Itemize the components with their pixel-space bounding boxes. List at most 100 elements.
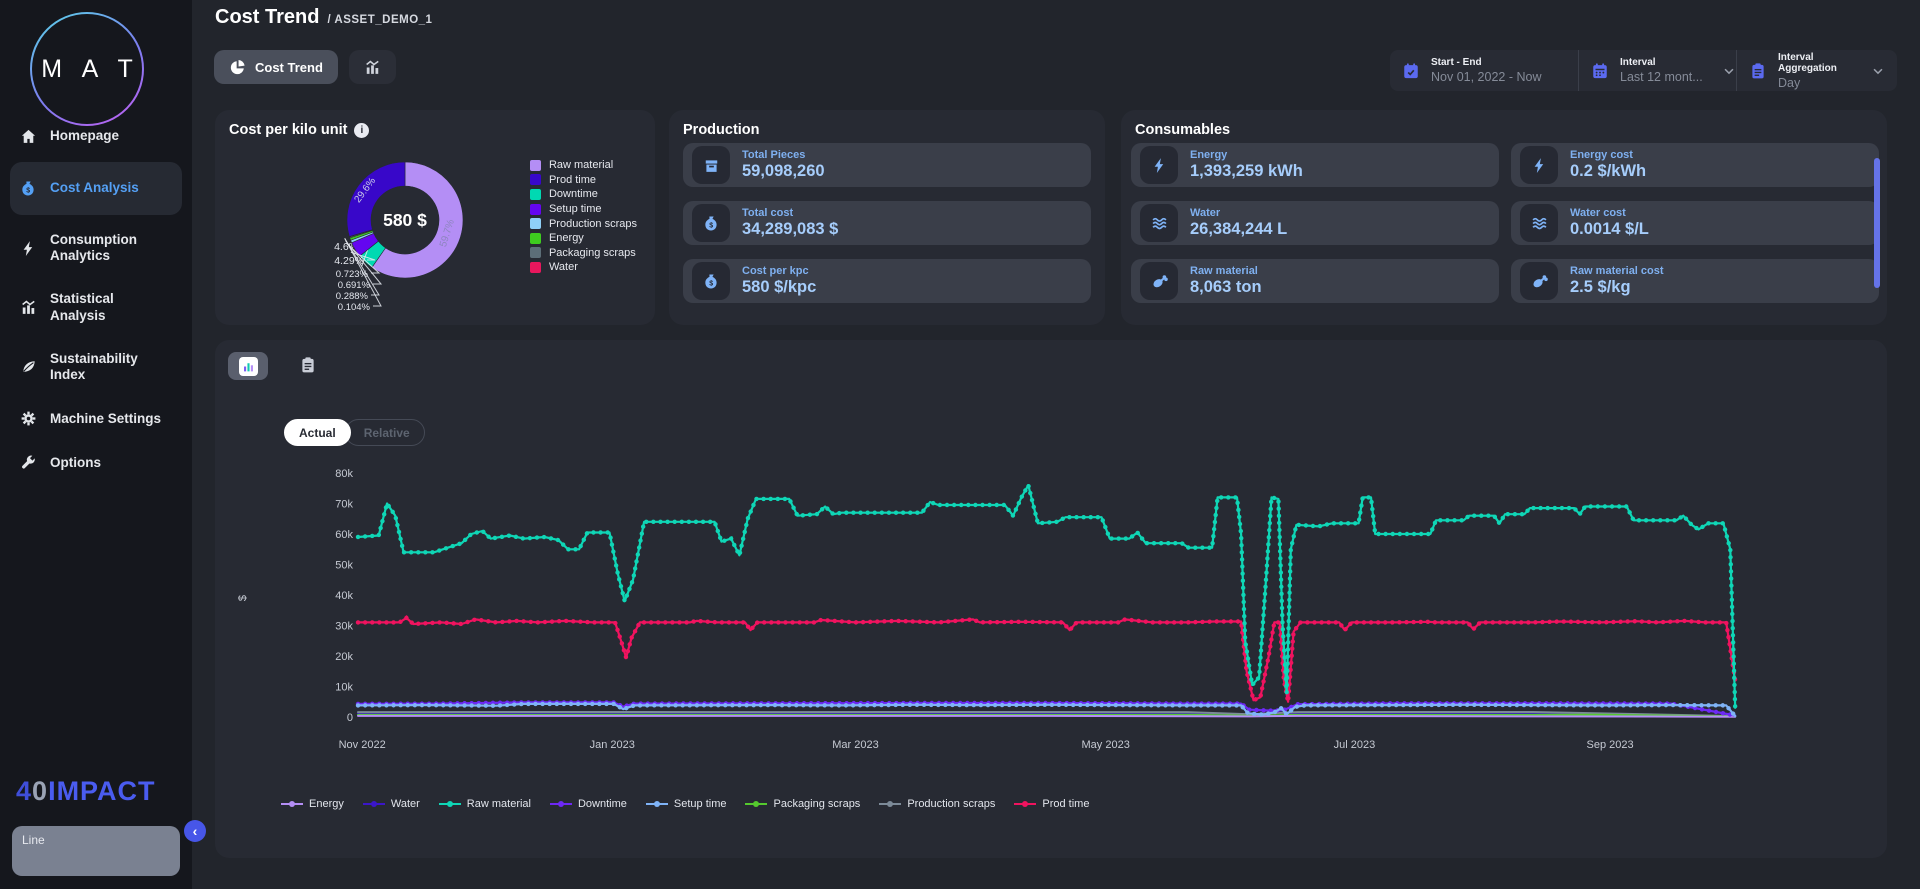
sidebar-item-sustainability-index[interactable]: Sustainability Index — [10, 341, 182, 393]
legend-label: Setup time — [673, 798, 727, 810]
filter-aggregation[interactable]: Interval Aggregation Day — [1736, 50, 1897, 91]
series-production-scraps — [357, 711, 1737, 718]
consumables-title: Consumables — [1135, 122, 1231, 138]
table-view-icon — [299, 356, 317, 374]
donut-legend-item-prod-time: Prod time — [529, 173, 637, 188]
legend-label: Raw material — [466, 798, 531, 810]
line-legend-item-setup-time[interactable]: Setup time — [645, 798, 727, 810]
legend-marker — [549, 801, 572, 807]
money-bag-icon: $ — [692, 204, 730, 242]
consumables-scrollbar[interactable] — [1874, 158, 1880, 288]
line-legend-item-production-scraps[interactable]: Production scraps — [879, 798, 995, 810]
stat-row-total-pieces: Total Pieces 59,098,260 — [683, 143, 1091, 187]
sidebar-item-statistical-analysis[interactable]: Statistical Analysis — [10, 281, 182, 333]
legend-marker — [281, 801, 303, 807]
breadcrumb: / ASSET_DEMO_1 — [327, 14, 433, 26]
series-setup-time — [355, 701, 1738, 719]
donut-label-leader — [345, 240, 383, 285]
donut-legend-item-raw-material: Raw material — [529, 158, 637, 173]
table-view-button[interactable] — [299, 356, 319, 376]
filter-interval[interactable]: Interval Last 12 mont... — [1578, 50, 1736, 91]
chevron-down-icon[interactable] — [1871, 64, 1885, 78]
cost-trend-chart-card: Actual Relative 80k 70k 60k 50k 40k 30k 20k 10k… — [215, 340, 1887, 858]
chevron-down-icon[interactable] — [1722, 64, 1736, 78]
line-legend-item-raw-material[interactable]: Raw material — [438, 798, 531, 810]
line-legend-item-water[interactable]: Water — [362, 798, 420, 810]
stat-label: Total Pieces — [742, 149, 806, 161]
legend-label: Packaging scraps — [548, 246, 636, 259]
cost-per-kilo-donut-chart: 59.7%4.6%4.29%0.723%0.691%0.288%0.104%29… — [334, 161, 464, 313]
legend-label: Prod time — [548, 173, 597, 186]
view-tabs: Cost Trend — [214, 50, 396, 84]
sidebar-item-options[interactable]: Options — [10, 444, 182, 481]
y-axis-label: $ — [237, 595, 249, 601]
legend-swatch — [529, 247, 541, 259]
tab-cost-trend[interactable]: Cost Trend — [214, 50, 338, 84]
y-axis-tick: 60k — [335, 529, 353, 541]
donut-slice-label: 0.691% — [338, 280, 371, 291]
legend-label: Water — [390, 798, 420, 810]
stat-label: Total cost — [742, 207, 794, 219]
sidebar-item-machine-settings[interactable]: Machine Settings — [10, 400, 182, 437]
bolt-icon — [1520, 146, 1558, 184]
sidebar-collapse-button[interactable]: ‹ — [184, 820, 206, 842]
sidebar-item-label: Machine Settings — [50, 410, 162, 426]
stat-value: 1,393,259 kWh — [1190, 162, 1303, 180]
chart-view-button[interactable] — [228, 352, 268, 380]
donut-slice-label: 0.288% — [336, 291, 369, 302]
waves-icon — [1520, 204, 1558, 242]
legend-swatch — [529, 218, 541, 230]
series-prod-time — [355, 615, 1738, 704]
money-bag-icon: $ — [20, 180, 37, 197]
sidebar-item-label: Statistical Analysis — [50, 291, 114, 323]
kpi-cards-row: Cost per kilo unit i 59.7% 4.6% 4.29% 0.723… — [215, 110, 1887, 325]
chart-view-icon — [238, 356, 258, 376]
leaf-icon — [20, 358, 37, 375]
tab-analytics[interactable] — [348, 50, 396, 84]
legend-label: Packaging scraps — [773, 798, 861, 810]
cost-per-kilo-card: Cost per kilo unit i 59.7% 4.6% 4.29% 0.723… — [215, 110, 655, 325]
donut-slice-prod-time[interactable] — [346, 161, 406, 237]
legend-marker — [1014, 801, 1037, 807]
sidebar-item-consumption-analytics[interactable]: Consumption Analytics — [10, 222, 182, 274]
donut-slice-raw-material[interactable] — [371, 161, 464, 279]
line-legend-item-energy[interactable]: Energy — [281, 798, 344, 810]
money-bag-icon: $ — [692, 262, 730, 300]
stat-row-total-cost: $ Total cost 34,289,083 $ — [683, 201, 1091, 245]
stat-label: Cost per kpc — [742, 265, 809, 277]
actual-toggle-button[interactable]: Actual — [284, 419, 351, 446]
info-icon[interactable]: i — [354, 122, 370, 138]
stat-value: 0.0014 $/L — [1570, 220, 1649, 238]
drumstick-icon — [1520, 262, 1558, 300]
line-selector-label: Line — [22, 833, 45, 847]
sidebar-item-homepage[interactable]: Homepage — [10, 118, 182, 155]
stat-value: 26,384,244 L — [1190, 220, 1288, 238]
calendar-icon — [1591, 62, 1609, 80]
legend-label: Water — [548, 261, 578, 274]
donut-legend-item-energy: Energy — [529, 231, 637, 246]
legend-marker — [362, 801, 385, 807]
actual-relative-toggle: Actual Relative — [284, 419, 425, 446]
sidebar-item-label: Cost Analysis — [50, 180, 139, 196]
svg-text:$: $ — [709, 222, 713, 229]
filter-start-end[interactable]: Start - End Nov 01, 2022 - Now — [1390, 50, 1578, 91]
line-legend-item-packaging-scraps[interactable]: Packaging scraps — [745, 798, 860, 810]
wrench-icon — [20, 454, 37, 471]
line-selector-panel[interactable]: Line — [12, 826, 180, 876]
legend-label: Production scraps — [548, 217, 637, 230]
legend-swatch — [529, 188, 541, 200]
y-axis-tick: 80k — [335, 468, 353, 480]
cost-per-kilo-title-text: Cost per kilo unit — [229, 122, 348, 138]
sidebar-item-cost-analysis[interactable]: $ Cost Analysis — [10, 162, 182, 215]
legend-marker — [879, 801, 902, 807]
line-legend-item-prod-time[interactable]: Prod time — [1014, 798, 1089, 810]
line-legend-item-downtime[interactable]: Downtime — [549, 798, 627, 810]
brand-0: 0 — [32, 776, 49, 806]
donut-label-leader — [344, 238, 380, 296]
page-title-text: Cost Trend — [215, 6, 320, 28]
relative-toggle-button[interactable]: Relative — [344, 419, 425, 446]
legend-label: Setup time — [548, 203, 602, 216]
y-axis-tick: 40k — [335, 590, 353, 602]
bolt-icon — [20, 240, 37, 257]
page-title: Cost Trend / ASSET_DEMO_1 — [215, 6, 432, 29]
